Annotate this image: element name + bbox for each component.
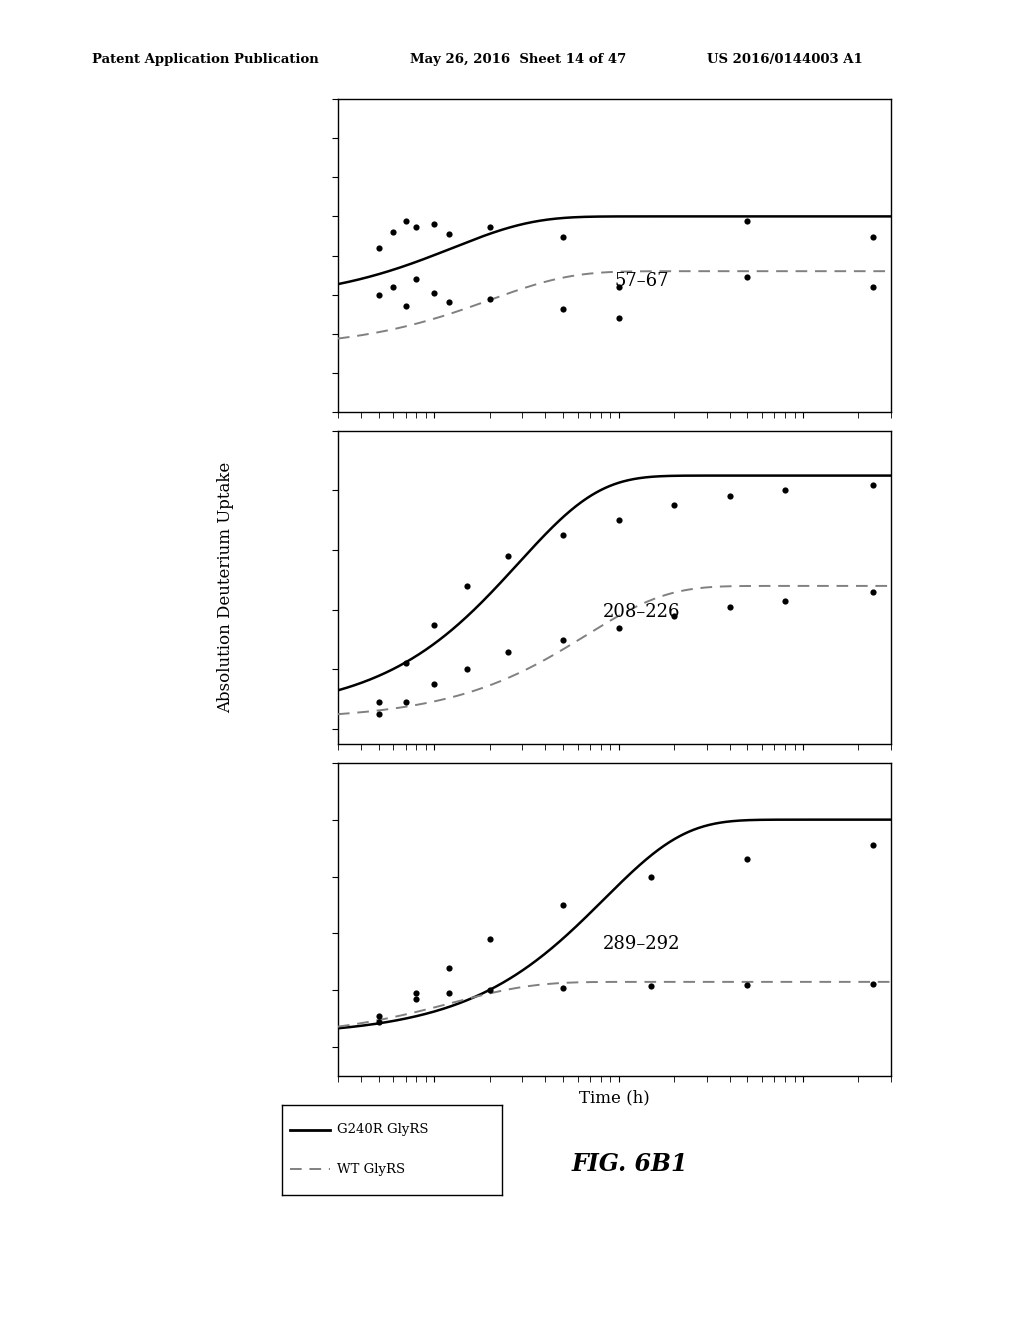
Point: [371, 1011, 387, 1032]
Text: US 2016/0144003 A1: US 2016/0144003 A1: [707, 53, 862, 66]
Point: [440, 982, 457, 1003]
Point: [610, 308, 627, 329]
Point: [865, 973, 882, 994]
Point: [739, 974, 756, 995]
Point: [385, 222, 401, 243]
Point: [721, 597, 737, 618]
Point: [409, 982, 425, 1003]
Point: [610, 616, 627, 638]
Point: [739, 849, 756, 870]
Point: [739, 267, 756, 288]
Point: [371, 704, 387, 725]
Point: [610, 276, 627, 297]
Point: [555, 977, 571, 998]
Point: [481, 979, 498, 1001]
Point: [555, 630, 571, 651]
Point: [643, 975, 659, 997]
Point: [371, 284, 387, 305]
Point: [459, 659, 475, 680]
Point: [481, 216, 498, 238]
Point: [371, 1006, 387, 1027]
Text: WT GlyRS: WT GlyRS: [337, 1163, 404, 1176]
Point: [459, 576, 475, 597]
Point: [865, 834, 882, 855]
Text: Absolution Deuterium Uptake: Absolution Deuterium Uptake: [217, 462, 233, 713]
Point: [397, 296, 414, 317]
Text: 57–67: 57–67: [614, 272, 670, 289]
Point: [610, 510, 627, 531]
Point: [865, 581, 882, 602]
Text: FIG. 6B1: FIG. 6B1: [571, 1152, 688, 1176]
Point: [500, 642, 516, 663]
Point: [555, 298, 571, 319]
Point: [440, 957, 457, 978]
Point: [426, 673, 442, 694]
Point: [371, 238, 387, 259]
Point: [865, 226, 882, 247]
Point: [409, 268, 425, 289]
Point: [426, 214, 442, 235]
Point: [426, 282, 442, 304]
Point: [739, 210, 756, 232]
Point: [440, 223, 457, 244]
Point: [385, 276, 401, 297]
Point: [777, 590, 794, 611]
Point: [409, 989, 425, 1010]
Point: [481, 929, 498, 950]
Text: 208–226: 208–226: [603, 603, 681, 622]
Point: [666, 605, 682, 626]
Point: [371, 692, 387, 713]
Point: [397, 210, 414, 232]
Point: [555, 895, 571, 916]
Point: [440, 292, 457, 313]
Point: [865, 474, 882, 495]
Point: [865, 276, 882, 297]
Text: G240R GlyRS: G240R GlyRS: [337, 1123, 428, 1137]
Point: [721, 486, 737, 507]
Point: [397, 653, 414, 675]
Point: [666, 495, 682, 516]
Point: [555, 524, 571, 545]
Text: 289–292: 289–292: [603, 936, 681, 953]
Text: Time (h): Time (h): [579, 1089, 650, 1106]
Point: [643, 866, 659, 887]
Point: [555, 226, 571, 247]
Point: [500, 545, 516, 566]
Point: [409, 216, 425, 238]
Point: [397, 692, 414, 713]
Point: [777, 480, 794, 502]
Point: [426, 614, 442, 635]
Text: May 26, 2016  Sheet 14 of 47: May 26, 2016 Sheet 14 of 47: [410, 53, 626, 66]
Text: Patent Application Publication: Patent Application Publication: [92, 53, 318, 66]
Point: [481, 289, 498, 310]
